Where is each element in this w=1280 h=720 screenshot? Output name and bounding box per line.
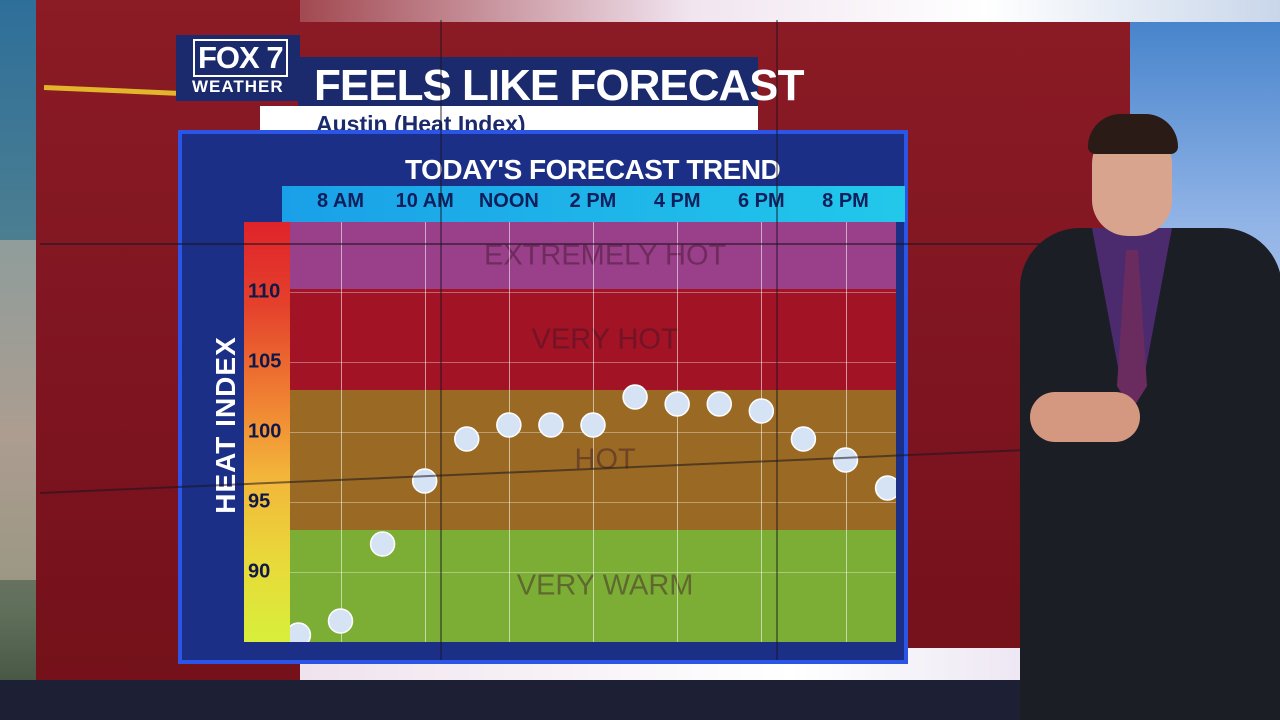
gridline-vertical — [845, 222, 847, 642]
time-axis-strip — [282, 186, 905, 222]
x-tick-label: NOON — [478, 190, 539, 212]
x-tick-label: 4 PM — [653, 190, 701, 212]
gridline-vertical — [340, 222, 342, 642]
y-tick-label: 110 — [248, 280, 281, 303]
y-tick-label: 95 — [248, 490, 271, 513]
data-points-layer — [290, 384, 896, 642]
plot-area: EXTREMELY HOT VERY HOT HOT VERY WARM — [290, 222, 896, 642]
x-tick-label: 6 PM — [737, 190, 785, 212]
data-point — [664, 391, 690, 417]
presenter — [1010, 110, 1280, 720]
wall-seam — [40, 243, 1130, 245]
gridline-vertical — [761, 222, 763, 642]
x-tick-label: 8 AM — [316, 190, 365, 212]
x-tick-label: 8 PM — [822, 190, 869, 212]
logo-main-text: FOX 7 — [193, 39, 288, 77]
data-point — [790, 426, 817, 452]
x-tick-label: 10 AM — [395, 190, 454, 212]
gridline-horizontal — [290, 362, 896, 363]
data-point — [832, 447, 859, 473]
gridline-horizontal — [290, 292, 896, 293]
y-tick-label: 90 — [248, 560, 271, 583]
heat-band-label: VERY WARM — [516, 569, 694, 602]
data-point — [369, 531, 396, 557]
wall-seam — [440, 20, 442, 660]
data-point — [411, 468, 438, 494]
gridline-horizontal — [290, 502, 896, 503]
data-point — [706, 391, 732, 417]
building-silhouette — [0, 240, 40, 580]
x-tick-label: 2 PM — [569, 190, 617, 212]
y-axis-title: HEAT INDEX — [210, 336, 241, 514]
data-point — [327, 608, 354, 634]
wall-seam — [776, 20, 778, 660]
data-point — [290, 622, 312, 642]
gridline-horizontal — [290, 572, 896, 573]
station-logo: FOX 7 WEATHER — [176, 35, 300, 101]
logo-sub-text: WEATHER — [192, 77, 284, 96]
page-title: FEELS LIKE FORECAST — [314, 61, 804, 110]
gridline-vertical — [424, 222, 426, 642]
heat-color-scale — [244, 222, 290, 642]
presenter-hands — [1030, 392, 1140, 442]
ceiling-light — [300, 0, 1280, 22]
data-point — [496, 412, 522, 438]
data-point — [874, 475, 896, 501]
title-banner: FEELS LIKE FORECAST — [298, 57, 804, 115]
data-point — [454, 426, 480, 452]
y-tick-label: 100 — [248, 420, 282, 443]
data-point — [622, 384, 648, 410]
chart-title: TODAY'S FORECAST TREND — [405, 154, 781, 185]
data-point — [538, 412, 564, 438]
presenter-hair — [1088, 114, 1178, 154]
heat-band-label: VERY HOT — [531, 323, 679, 356]
data-point — [748, 398, 775, 424]
gridline-vertical — [677, 222, 679, 642]
y-tick-label: 105 — [248, 350, 282, 373]
data-point — [580, 412, 606, 438]
